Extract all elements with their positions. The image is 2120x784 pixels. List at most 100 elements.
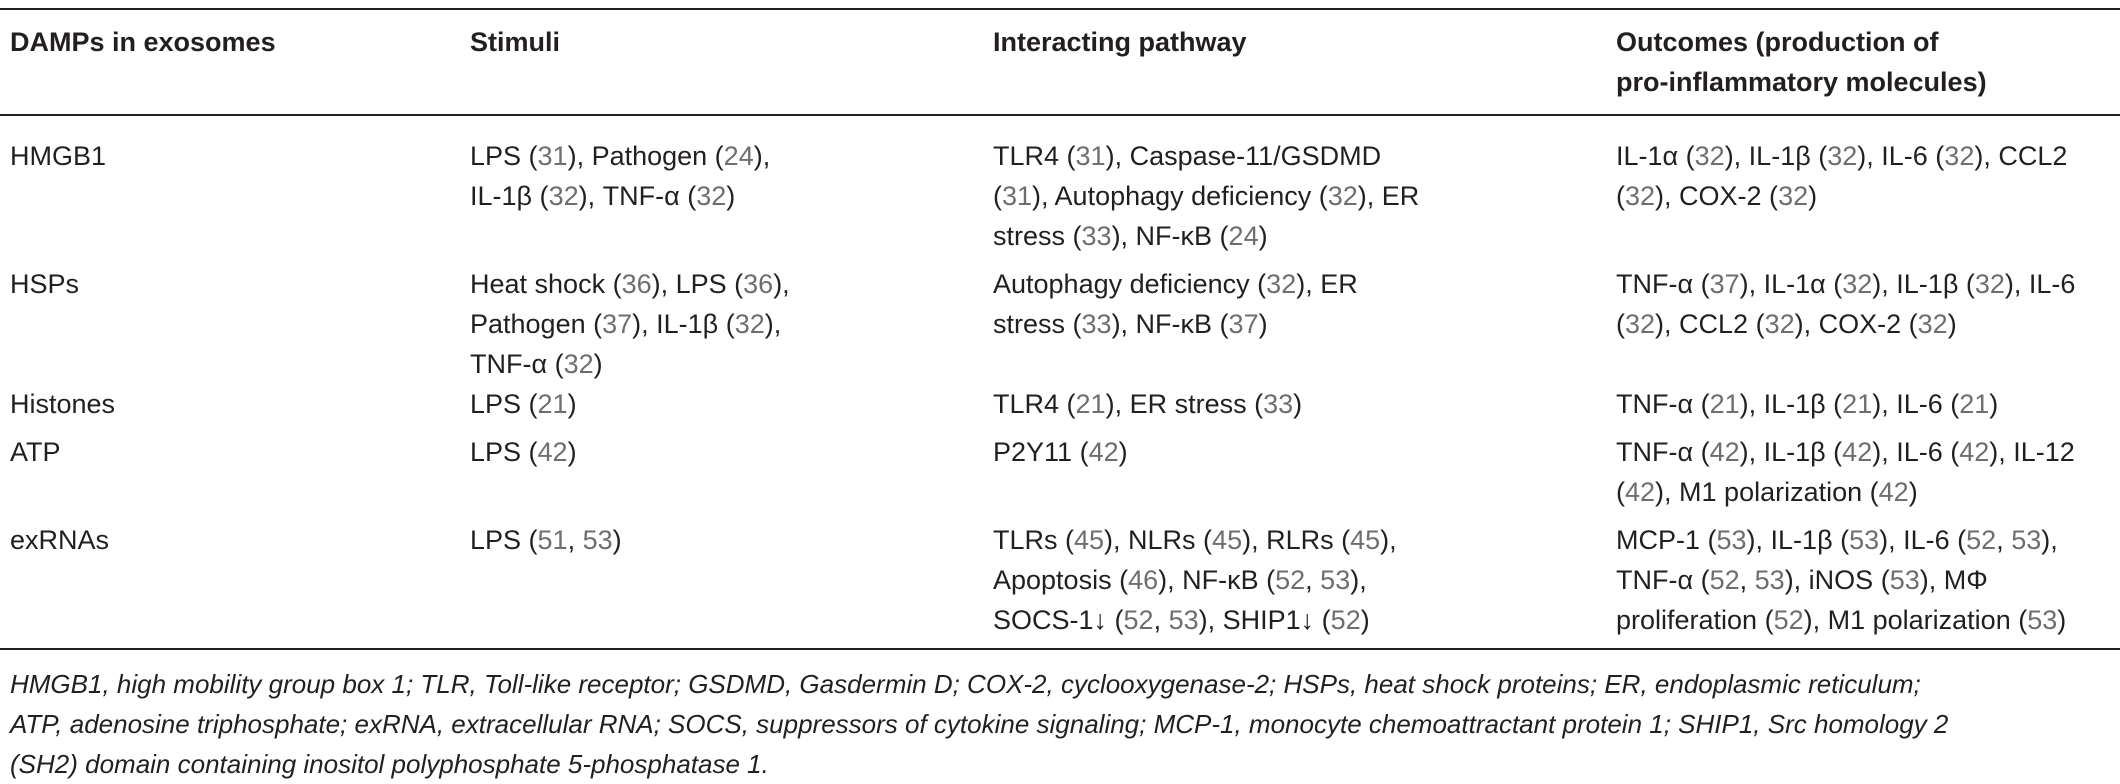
reference-number[interactable]: 32 — [696, 181, 727, 211]
cell-text: ), IL-6 ( — [1872, 389, 1960, 419]
reference-number[interactable]: 52 — [1966, 525, 1997, 555]
reference-number[interactable]: 21 — [1959, 389, 1990, 419]
stimuli-cell: LPS (21) — [470, 384, 577, 424]
reference-number[interactable]: 31 — [1075, 141, 1106, 171]
reference-number[interactable]: 53 — [2027, 605, 2058, 635]
reference-number[interactable]: 21 — [1842, 389, 1873, 419]
header-stimuli-text: Stimuli — [470, 27, 561, 57]
reference-number[interactable]: 52 — [1709, 565, 1740, 595]
reference-number[interactable]: 33 — [1081, 221, 1112, 251]
cell-text: , — [1153, 605, 1169, 635]
reference-number[interactable]: 36 — [743, 269, 774, 299]
reference-number[interactable]: 42 — [1625, 477, 1656, 507]
cell-text: ), Pathogen ( — [567, 141, 724, 171]
reference-number[interactable]: 42 — [1088, 437, 1119, 467]
pathway-cell: TLR4 (21), ER stress (33) — [993, 384, 1302, 424]
reference-number[interactable]: 32 — [1764, 309, 1795, 339]
cell-text: ), IL-1β ( — [1739, 389, 1843, 419]
reference-number[interactable]: 24 — [1228, 221, 1259, 251]
reference-number[interactable]: 53 — [2011, 525, 2042, 555]
reference-number[interactable]: 52 — [1275, 565, 1306, 595]
reference-number[interactable]: 53 — [1320, 565, 1351, 595]
reference-number[interactable]: 52 — [1773, 605, 1804, 635]
cell-text: P2Y11 ( — [993, 437, 1089, 467]
table-top-rule — [0, 8, 2120, 10]
cell-text: ( — [1616, 477, 1625, 507]
reference-number[interactable]: 24 — [723, 141, 754, 171]
reference-number[interactable]: 32 — [1842, 269, 1873, 299]
reference-number[interactable]: 32 — [1917, 309, 1948, 339]
reference-number[interactable]: 42 — [537, 437, 568, 467]
outcomes-cell: MCP-1 (53), IL-1β (53), IL-6 (52, 53), TN… — [1616, 520, 2066, 640]
reference-number[interactable]: 32 — [734, 309, 765, 339]
cell-text: Pathogen ( — [470, 309, 603, 339]
cell-text: , — [1305, 565, 1321, 595]
cell-text: ), COX-2 ( — [1794, 309, 1918, 339]
reference-number[interactable]: 32 — [1694, 141, 1725, 171]
cell-text: ) — [1258, 309, 1268, 339]
cell-text: ), CCL2 — [1974, 141, 2068, 171]
reference-number[interactable]: 32 — [1778, 181, 1809, 211]
cell-text: ( — [1616, 181, 1625, 211]
cell-text: ), TNF-α ( — [578, 181, 697, 211]
reference-number[interactable]: 21 — [537, 389, 568, 419]
reference-number[interactable]: 32 — [563, 349, 594, 379]
reference-number[interactable]: 42 — [1709, 437, 1740, 467]
cell-text: ), COX-2 ( — [1655, 181, 1779, 211]
reference-number[interactable]: 32 — [548, 181, 579, 211]
reference-number[interactable]: 51 — [537, 525, 568, 555]
reference-number[interactable]: 31 — [537, 141, 568, 171]
reference-number[interactable]: 21 — [1709, 389, 1740, 419]
reference-number[interactable]: 45 — [1074, 525, 1105, 555]
header-damps-text: DAMPs in exosomes — [10, 27, 276, 57]
pathway-cell: TLRs (45), NLRs (45), RLRs (45), Apoptosi… — [993, 520, 1397, 640]
cell-text: TLR4 ( — [993, 141, 1076, 171]
reference-number[interactable]: 33 — [1263, 389, 1294, 419]
reference-number[interactable]: 45 — [1212, 525, 1243, 555]
stimuli-cell: Heat shock (36), LPS (36), Pathogen (37),… — [470, 264, 790, 384]
reference-number[interactable]: 32 — [1625, 309, 1656, 339]
reference-number[interactable]: 46 — [1128, 565, 1159, 595]
reference-number[interactable]: 31 — [1002, 181, 1033, 211]
reference-number[interactable]: 52 — [1330, 605, 1361, 635]
reference-number[interactable]: 53 — [1849, 525, 1880, 555]
reference-number[interactable]: 32 — [1327, 181, 1358, 211]
reference-number[interactable]: 52 — [1123, 605, 1154, 635]
cell-text: , — [1739, 565, 1755, 595]
outcomes-line: TNF-α (52, 53), iNOS (53), MΦ — [1616, 560, 2066, 600]
reference-number[interactable]: 32 — [1974, 269, 2005, 299]
cell-text: ), NF-κB ( — [1111, 309, 1229, 339]
cell-text: ), IL-6 — [2004, 269, 2076, 299]
footnote-line: HMGB1, high mobility group box 1; TLR, T… — [10, 669, 1921, 699]
cell-text: ) — [1118, 437, 1128, 467]
reference-number[interactable]: 37 — [1228, 309, 1259, 339]
reference-number[interactable]: 32 — [1625, 181, 1656, 211]
reference-number[interactable]: 53 — [582, 525, 613, 555]
reference-number[interactable]: 32 — [1266, 269, 1297, 299]
cell-text: ), IL-1β ( — [1724, 141, 1828, 171]
reference-number[interactable]: 53 — [1754, 565, 1785, 595]
reference-number[interactable]: 36 — [621, 269, 652, 299]
reference-number[interactable]: 53 — [1168, 605, 1199, 635]
cell-text: TNF-α ( — [470, 349, 564, 379]
reference-number[interactable]: 53 — [1889, 565, 1920, 595]
outcomes-cell: TNF-α (42), IL-1β (42), IL-6 (42), IL-12… — [1616, 432, 2075, 512]
reference-number[interactable]: 37 — [1709, 269, 1740, 299]
reference-number[interactable]: 45 — [1350, 525, 1381, 555]
reference-number[interactable]: 53 — [1716, 525, 1747, 555]
reference-number[interactable]: 32 — [1827, 141, 1858, 171]
cell-text: Autophagy deficiency ( — [993, 269, 1267, 299]
cell-text: ), IL-6 ( — [1857, 141, 1945, 171]
reference-number[interactable]: 42 — [1959, 437, 1990, 467]
cell-text: ), — [753, 141, 771, 171]
reference-number[interactable]: 21 — [1075, 389, 1106, 419]
cell-text: ) — [567, 437, 577, 467]
reference-number[interactable]: 37 — [602, 309, 633, 339]
outcomes-line: (32), COX-2 (32) — [1616, 176, 2067, 216]
reference-number[interactable]: 32 — [1944, 141, 1975, 171]
reference-number[interactable]: 33 — [1081, 309, 1112, 339]
reference-number[interactable]: 42 — [1842, 437, 1873, 467]
reference-number[interactable]: 42 — [1878, 477, 1909, 507]
damp-name: HMGB1 — [10, 141, 107, 171]
